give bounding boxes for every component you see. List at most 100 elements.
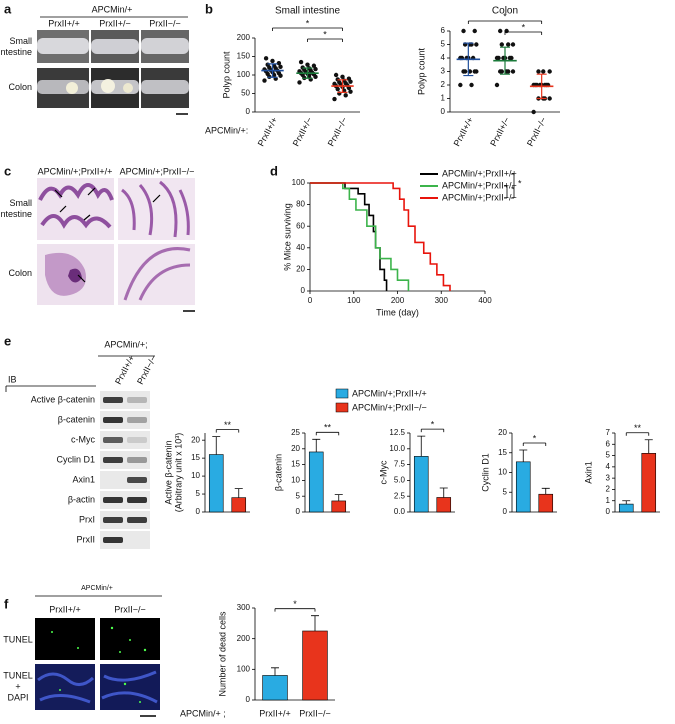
row-label: Small intestine <box>0 198 32 219</box>
data-point <box>541 69 546 74</box>
column-label: PrxII+/+ <box>113 354 137 387</box>
data-point <box>313 66 318 72</box>
blot-band <box>103 397 123 403</box>
y-tick-label: 150 <box>237 52 251 61</box>
error-bar <box>417 435 426 457</box>
error-bar <box>334 494 343 501</box>
blot-band <box>127 517 147 523</box>
y-tick-label: 5.0 <box>394 476 406 485</box>
data-point <box>536 69 541 74</box>
data-point <box>278 64 283 70</box>
x-tick-label: PrxII+/+ <box>452 115 476 148</box>
x-axis-label: Time (day) <box>376 307 419 317</box>
bar <box>231 497 247 513</box>
legend-label: APCMin/+;PrxII−/− <box>352 402 427 412</box>
error-bar <box>622 500 631 505</box>
bar <box>302 630 328 701</box>
y-axis-label: Polyp count <box>221 51 231 99</box>
y-tick-label: 0 <box>246 107 251 116</box>
row-label: TUNEL <box>3 634 33 644</box>
header: APCMin/+; <box>104 339 147 349</box>
sd-bar <box>302 67 313 79</box>
legend-label: APCMin/+;PrxII+/+ <box>442 168 517 178</box>
blot-band <box>127 417 147 423</box>
histology-images <box>37 178 195 312</box>
significance: ** <box>324 423 332 433</box>
bar <box>641 453 657 513</box>
x-tick-label: PrxII−/− <box>326 115 350 148</box>
error-bar <box>212 436 221 455</box>
blot-strip <box>100 451 150 469</box>
y-axis-label: (Arbitrary unit x 10³) <box>173 433 183 513</box>
blot-row-label: Active β-catenin <box>31 394 95 404</box>
data-point <box>298 59 304 65</box>
legend-swatch <box>335 402 349 413</box>
y-tick-label: 7 <box>606 428 611 437</box>
x-tick-label: PrxII−/− <box>299 708 331 718</box>
y-tick-label: 10.0 <box>389 444 405 453</box>
data-point <box>343 93 348 98</box>
x-prefix: APCMin/+ ; <box>180 708 226 718</box>
blot-strip <box>100 411 150 429</box>
ib-label: IB <box>8 374 17 384</box>
y-tick-label: 25 <box>291 428 300 437</box>
x-tick-label: 0 <box>308 296 313 305</box>
y-axis-label: Axin1 <box>583 461 593 484</box>
y-tick-label: 60 <box>296 221 305 230</box>
column-label: PrxII+/+ <box>48 18 80 28</box>
blot-band <box>103 537 123 543</box>
blot-row-label: β-catenin <box>58 414 95 424</box>
data-point <box>263 56 269 61</box>
y-tick-label: 5 <box>296 491 301 500</box>
y-tick-label: 0 <box>606 507 611 516</box>
error-bar <box>439 487 448 498</box>
western-blot <box>100 391 150 549</box>
survival-curve <box>310 182 410 291</box>
y-tick-label: 5 <box>441 40 446 49</box>
intestine-photos <box>37 30 189 115</box>
data-point <box>472 69 477 74</box>
blot-strip <box>100 511 150 529</box>
survival-curve <box>310 182 388 291</box>
data-point <box>472 28 477 34</box>
y-tick-label: 2.5 <box>394 491 406 500</box>
significance: ** <box>634 423 642 433</box>
legend-label: APCMin/+;PrxII−/− <box>442 192 517 202</box>
y-tick-label: 7.5 <box>394 460 406 469</box>
header: APCMin/+ <box>81 585 113 592</box>
y-tick-label: 10 <box>498 468 507 477</box>
x-tick-label: 100 <box>347 296 361 305</box>
blot-strip <box>100 531 150 549</box>
y-tick-label: 20 <box>291 444 300 453</box>
legend-label: APCMin/+;PrxII+/− <box>442 180 517 190</box>
bar <box>515 461 531 513</box>
data-point <box>498 69 503 74</box>
row-label: Colon <box>8 268 32 278</box>
bar <box>413 456 429 513</box>
row-label: Colon <box>8 82 32 92</box>
blot-band <box>127 477 147 483</box>
blot-band <box>103 497 123 503</box>
y-tick-label: 1 <box>441 94 446 103</box>
y-axis-label: c-Myc <box>378 460 388 484</box>
y-axis-label: Polyp count <box>416 47 426 95</box>
blot-strip <box>100 471 150 489</box>
y-tick-label: 0 <box>296 507 301 516</box>
y-tick-label: 3 <box>606 473 611 482</box>
row-label: TUNEL <box>3 670 33 680</box>
data-point <box>332 96 337 102</box>
significance: * <box>518 178 522 188</box>
sd-bar <box>267 63 278 78</box>
y-tick-label: 0 <box>441 107 446 116</box>
row-label: DAPI <box>7 692 28 702</box>
bar <box>331 500 347 513</box>
data-point <box>458 82 463 88</box>
data-point <box>265 62 270 67</box>
y-tick-label: 80 <box>296 200 305 209</box>
blot-band <box>127 437 147 443</box>
y-tick-label: 6 <box>441 26 446 35</box>
y-axis-label: % Mice surviving <box>282 203 292 271</box>
column-label: PrxII−/− <box>149 18 181 28</box>
y-tick-label: 100 <box>237 664 251 673</box>
